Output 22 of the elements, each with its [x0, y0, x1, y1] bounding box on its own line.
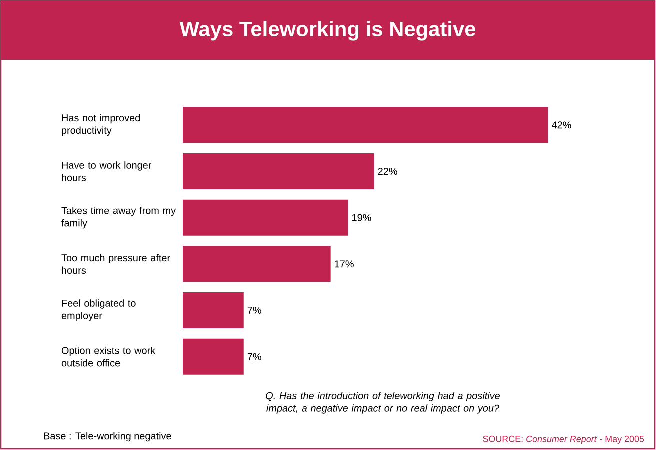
bar — [183, 246, 331, 282]
data-label: 7% — [248, 353, 262, 360]
bar — [183, 292, 244, 328]
data-label: 7% — [248, 307, 262, 314]
y-tick-label: Too much pressure after hours — [62, 254, 170, 274]
data-label: 19% — [352, 214, 372, 222]
data-label: 17% — [335, 260, 354, 268]
y-tick-label: Have to work longer hours — [62, 162, 152, 182]
bar — [183, 107, 548, 144]
bar — [183, 154, 374, 190]
y-tick-label: Option exists to work outside office — [62, 346, 156, 367]
y-tick-label: Has not improved productivity — [62, 114, 140, 136]
text: Base : Tele-working negative — [44, 432, 172, 442]
y-tick-label: Feel obligated to employer — [62, 300, 136, 322]
chart-title: Ways Teleworking is Negative — [180, 21, 476, 41]
y-tick-label: Takes time away from my family — [62, 206, 176, 229]
data-label: 42% — [552, 122, 572, 129]
text: Q. Has the introduction of teleworking had a positive impact, a negative impact or no real impact on you? — [266, 392, 500, 414]
data-label: 22% — [378, 168, 398, 176]
source-note: SOURCE: Consumer Report - May 2005 — [483, 436, 644, 444]
bar — [183, 338, 244, 375]
bar — [183, 200, 348, 236]
